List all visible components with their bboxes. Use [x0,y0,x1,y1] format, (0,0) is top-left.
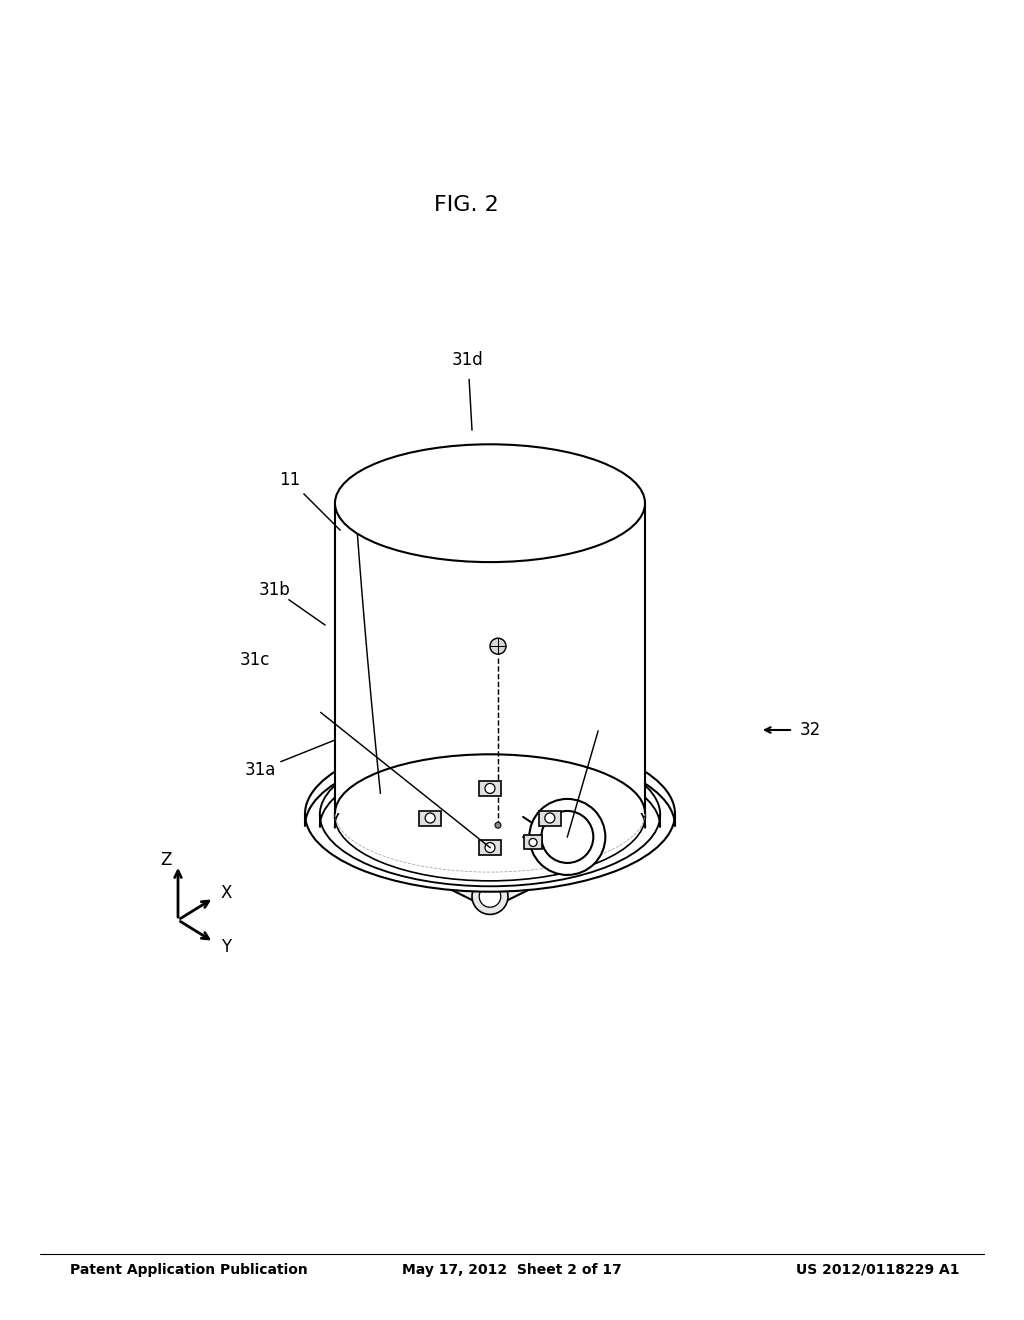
Ellipse shape [319,743,660,886]
Text: 31d: 31d [453,351,484,370]
Text: Patent Application Publication: Patent Application Publication [70,1263,308,1276]
Circle shape [542,810,593,863]
Circle shape [587,821,623,858]
Text: Y: Y [221,939,230,956]
Circle shape [365,829,386,850]
Circle shape [490,638,506,655]
Polygon shape [490,830,630,909]
Circle shape [545,813,555,822]
Text: 12: 12 [599,681,621,700]
Circle shape [479,886,501,907]
Polygon shape [350,760,630,899]
Ellipse shape [335,445,645,562]
Text: 31b: 31b [259,581,291,599]
Circle shape [357,821,393,858]
Text: US 2012/0118229 A1: US 2012/0118229 A1 [797,1263,961,1276]
FancyBboxPatch shape [479,781,501,796]
Text: X: X [220,884,231,902]
Polygon shape [385,821,490,882]
Ellipse shape [305,737,675,892]
Circle shape [529,799,605,875]
Polygon shape [335,503,645,813]
Text: 31a: 31a [245,762,275,779]
Circle shape [472,878,508,915]
Circle shape [472,764,508,801]
Polygon shape [490,760,630,840]
FancyBboxPatch shape [539,810,561,825]
FancyBboxPatch shape [524,836,542,850]
Polygon shape [374,772,606,887]
Circle shape [529,838,537,846]
FancyBboxPatch shape [419,810,441,825]
Circle shape [425,813,435,822]
Ellipse shape [335,750,645,880]
Text: FIG. 2: FIG. 2 [433,194,499,215]
Text: Z: Z [161,851,172,869]
Text: 31c: 31c [240,651,270,669]
Polygon shape [385,770,595,873]
Circle shape [485,842,495,853]
FancyBboxPatch shape [479,840,501,855]
Polygon shape [490,770,595,830]
Circle shape [495,822,501,828]
Polygon shape [408,780,572,862]
Circle shape [594,829,615,850]
Text: May 17, 2012  Sheet 2 of 17: May 17, 2012 Sheet 2 of 17 [402,1263,622,1276]
Circle shape [479,772,501,793]
Polygon shape [490,821,595,882]
Text: 11: 11 [280,471,301,488]
Circle shape [485,784,495,793]
Text: 32: 32 [800,721,821,739]
Polygon shape [350,760,490,840]
Polygon shape [350,830,490,909]
